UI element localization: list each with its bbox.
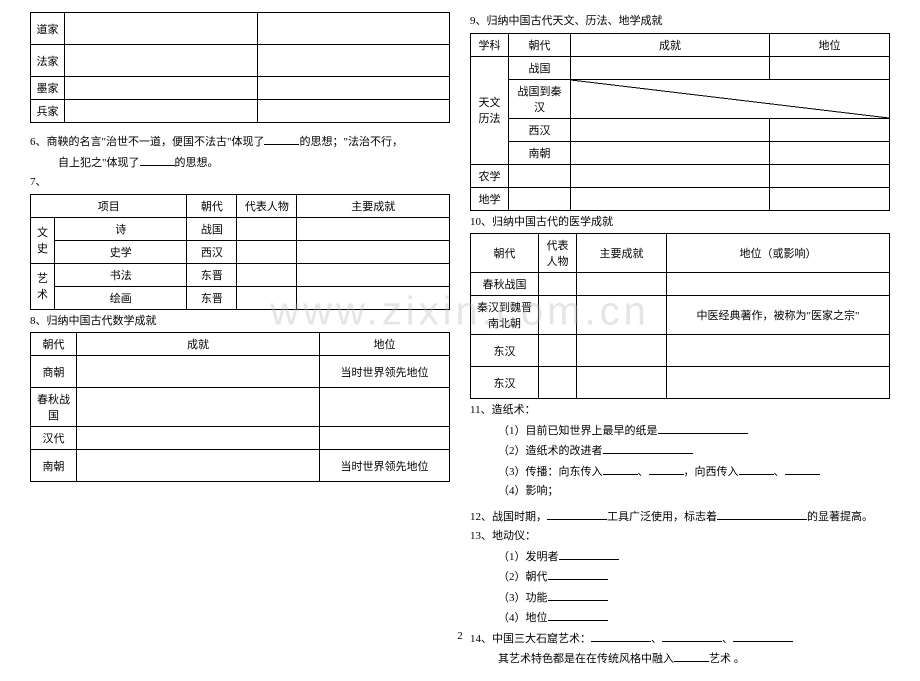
q13-label: 13、地动仪： — [470, 528, 890, 545]
t5-r2: 墨家 — [31, 77, 65, 100]
t5-r1: 法家 — [31, 45, 65, 77]
left-column: 道家 法家 墨家 兵家 6、商鞅的名言"治世不一道，便国不法古"体现了的思想；"… — [30, 10, 450, 671]
q13-4: （4）地位 — [470, 609, 890, 627]
q13-2: （2）朝代 — [470, 568, 890, 586]
right-column: 9、归纳中国古代天文、历法、地学成就 学科 朝代 成就 地位 天文历法战国 战国… — [470, 10, 890, 671]
table-10: 朝代 代表人物 主要成就 地位（或影响） 春秋战国 秦汉到魏晋南北朝中医经典著作… — [470, 233, 890, 399]
q11-4: （4）影响； — [470, 483, 890, 500]
q13-3: （3）功能 — [470, 589, 890, 607]
table-7: 项目 朝代 代表人物 主要成就 文史 诗 战国 史学 西汉 艺术 书法 东晋 — [30, 194, 450, 310]
q11-3: （3）传播：向东传入、，向西传入、 — [470, 463, 890, 481]
page-container: 道家 法家 墨家 兵家 6、商鞅的名言"治世不一道，便国不法古"体现了的思想；"… — [0, 0, 920, 681]
q10-label: 10、归纳中国古代的医学成就 — [470, 214, 890, 231]
q13-1: （1）发明者 — [470, 548, 890, 566]
q7-label: 7、 — [30, 174, 450, 191]
q12: 12、战国时期，工具广泛使用，标志着的显著提高。 — [470, 508, 890, 526]
q11-1: （1）目前已知世界上最早的纸是 — [470, 422, 890, 440]
q11-2: （2）造纸术的改进者 — [470, 442, 890, 460]
q11-label: 11、造纸术： — [470, 402, 890, 419]
q8-label: 8、归纳中国古代数学成就 — [30, 313, 450, 330]
q14-l1: 14、中国三大石窟艺术：、、 — [470, 630, 890, 648]
table-8: 朝代 成就 地位 商朝当时世界领先地位 春秋战国 汉代 南朝当时世界领先地位 — [30, 332, 450, 482]
table-9: 学科 朝代 成就 地位 天文历法战国 战国到秦汉 西汉 南朝 农学 地学 — [470, 33, 890, 211]
q14-l2: 其艺术特色都是在在传统风格中融入艺术 。 — [470, 650, 890, 668]
page-number: 2 — [457, 630, 463, 642]
q9-label: 9、归纳中国古代天文、历法、地学成就 — [470, 13, 890, 30]
table-5: 道家 法家 墨家 兵家 — [30, 12, 450, 123]
t5-r0: 道家 — [31, 13, 65, 45]
t5-r3: 兵家 — [31, 100, 65, 123]
q6: 6、商鞅的名言"治世不一道，便国不法古"体现了的思想；"法治不行， — [30, 133, 450, 151]
q6-line2: 自上犯之"体现了的思想。 — [30, 154, 450, 172]
